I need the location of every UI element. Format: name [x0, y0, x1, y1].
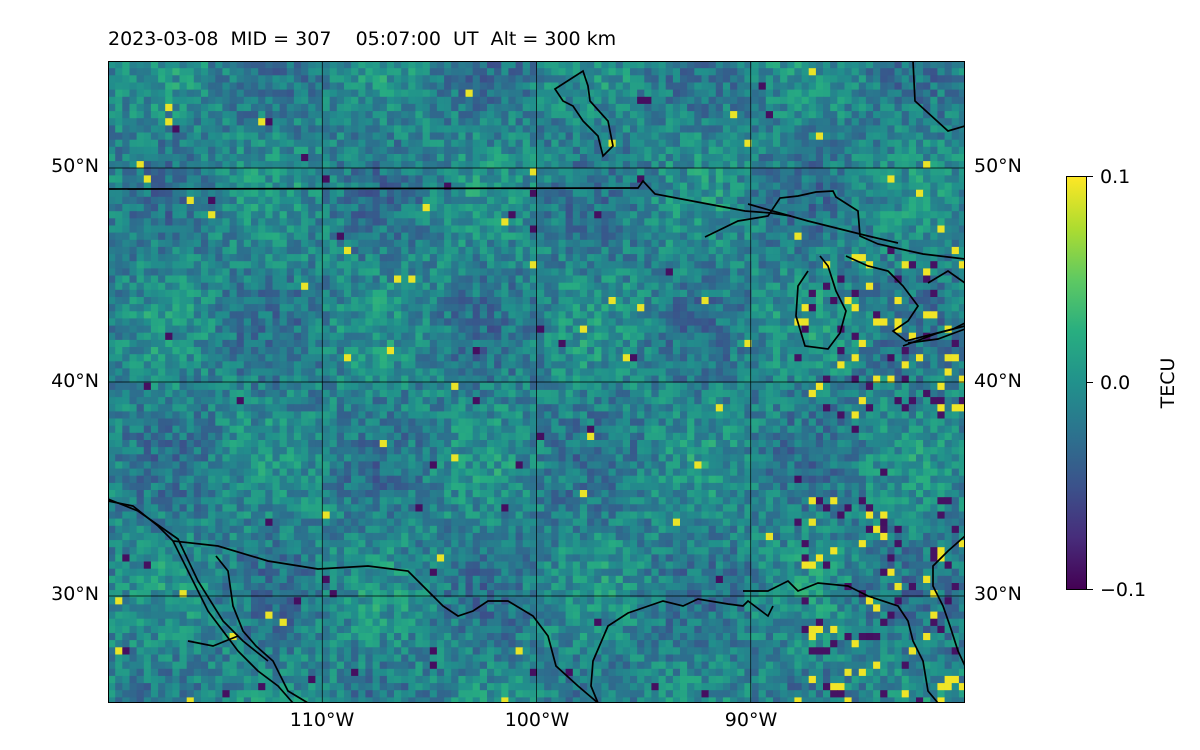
coastlines [108, 61, 965, 703]
florida [932, 535, 965, 667]
gulf-coast-west [590, 598, 774, 703]
title-alt: Alt = 300 km [490, 28, 617, 50]
title-time: 05:07:00 UT [355, 28, 479, 50]
colorbar-tick-mid [1087, 382, 1093, 383]
colorbar-tick-bottom [1087, 589, 1093, 590]
lake-erie-south [907, 328, 965, 344]
lat-label-left-30: 30°N [51, 583, 99, 605]
lat-label-left-40: 40°N [51, 370, 99, 392]
pacific-coast [108, 498, 269, 662]
lat-label-left-50: 50°N [51, 155, 99, 177]
gulf-coast-east [743, 579, 939, 703]
lat-label-right-30: 30°N [974, 583, 1022, 605]
lake-winnipeg [553, 69, 614, 158]
colorbar [1066, 176, 1087, 590]
lat-label-right-50: 50°N [974, 155, 1022, 177]
sonora-coast [187, 635, 239, 647]
colorbar-tick-label-mid: 0.0 [1100, 372, 1131, 394]
ontario-shore [927, 269, 965, 284]
title-mid: MID = 307 [230, 28, 332, 50]
lake-michigan [795, 255, 847, 350]
map-gridlines [108, 61, 965, 703]
lake-huron [845, 255, 965, 342]
lon-label-90w: 90°W [724, 709, 778, 731]
lon-label-100w: 100°W [504, 709, 570, 731]
colorbar-label: TECU [1157, 357, 1179, 409]
lat-label-right-40: 40°N [974, 370, 1022, 392]
tec-map [108, 61, 965, 703]
mexico-border [108, 500, 599, 703]
colorbar-tick-label-top: 0.1 [1100, 166, 1131, 188]
baja-inner [172, 540, 294, 703]
colorbar-tick-top [1087, 176, 1093, 177]
colorbar-tick-label-bottom: −0.1 [1100, 579, 1147, 601]
lake-superior [704, 190, 965, 260]
colorbar-gradient [1067, 177, 1086, 589]
hudson-bay-coast [912, 61, 965, 132]
title-date: 2023-03-08 [108, 28, 219, 50]
us-canada-border [108, 179, 792, 217]
tec-pixel-field [108, 61, 965, 703]
lake-superior-north [747, 203, 899, 244]
lon-label-110w: 110°W [289, 709, 355, 731]
tec-map-canvas [108, 61, 965, 703]
baja-california [215, 555, 309, 703]
map-title: 2023-03-08 MID = 307 05:07:00 UT Alt = 3… [108, 28, 616, 50]
